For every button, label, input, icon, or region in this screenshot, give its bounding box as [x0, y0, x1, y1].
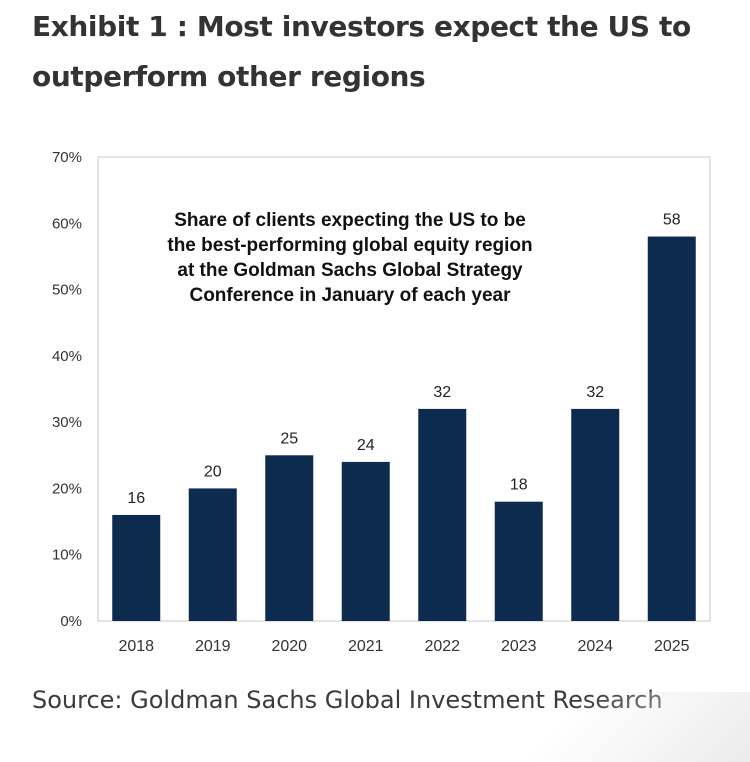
y-tick-label: 30%: [52, 414, 82, 431]
y-axis: 0% 10% 20% 30% 40% 50% 60% 70%: [52, 149, 82, 630]
annotation-line: Share of clients expecting the US to be: [174, 210, 526, 231]
y-tick-label: 50%: [52, 282, 82, 299]
x-axis: 2018 2019 2020 2021 2022 2023 2024 2025: [118, 638, 689, 655]
bar-2021: [341, 461, 390, 621]
bar-2019: [188, 488, 237, 621]
value-label-2019: 20: [204, 463, 222, 480]
y-tick-label: 70%: [52, 149, 82, 166]
y-tick-label: 0%: [60, 613, 82, 630]
value-label-2023: 18: [510, 477, 528, 494]
x-tick-label-2025: 2025: [654, 638, 690, 655]
x-tick-label-2018: 2018: [118, 638, 154, 655]
x-tick-label-2024: 2024: [577, 638, 613, 655]
chart-annotation: Share of clients expecting the US to be t…: [167, 210, 532, 306]
annotation-line: Conference in January of each year: [189, 285, 511, 306]
y-tick-label: 10%: [52, 547, 82, 564]
value-label-2022: 32: [433, 384, 451, 401]
value-label-2021: 24: [357, 437, 375, 454]
bar-series: [112, 236, 696, 622]
value-label-2020: 25: [280, 430, 298, 447]
bar-2018: [112, 514, 161, 621]
annotation-line: at the Goldman Sachs Global Strategy: [177, 260, 523, 281]
y-tick-label: 40%: [52, 348, 82, 365]
annotation-line: the best-performing global equity region: [167, 235, 532, 256]
value-label-2024: 32: [586, 384, 604, 401]
x-tick-label-2019: 2019: [195, 638, 231, 655]
x-tick-label-2023: 2023: [501, 638, 537, 655]
bar-2022: [418, 408, 467, 621]
source-note: Source: Goldman Sachs Global Investment …: [32, 686, 663, 714]
value-label-2025: 58: [663, 212, 681, 229]
x-tick-label-2020: 2020: [271, 638, 307, 655]
bar-2023: [494, 501, 543, 621]
value-labels: 16 20 25 24 32 18 32 58: [127, 212, 680, 507]
x-tick-label-2021: 2021: [348, 638, 384, 655]
plot-frame: [97, 156, 711, 622]
value-label-2018: 16: [127, 490, 145, 507]
x-tick-label-2022: 2022: [424, 638, 460, 655]
chart-title: Exhibit 1 : Most investors expect the US…: [32, 10, 691, 93]
bar-2025: [647, 236, 696, 622]
y-tick-label: 20%: [52, 480, 82, 497]
y-tick-label: 60%: [52, 215, 82, 232]
bar-2024: [571, 408, 620, 621]
bar-2020: [265, 455, 314, 621]
